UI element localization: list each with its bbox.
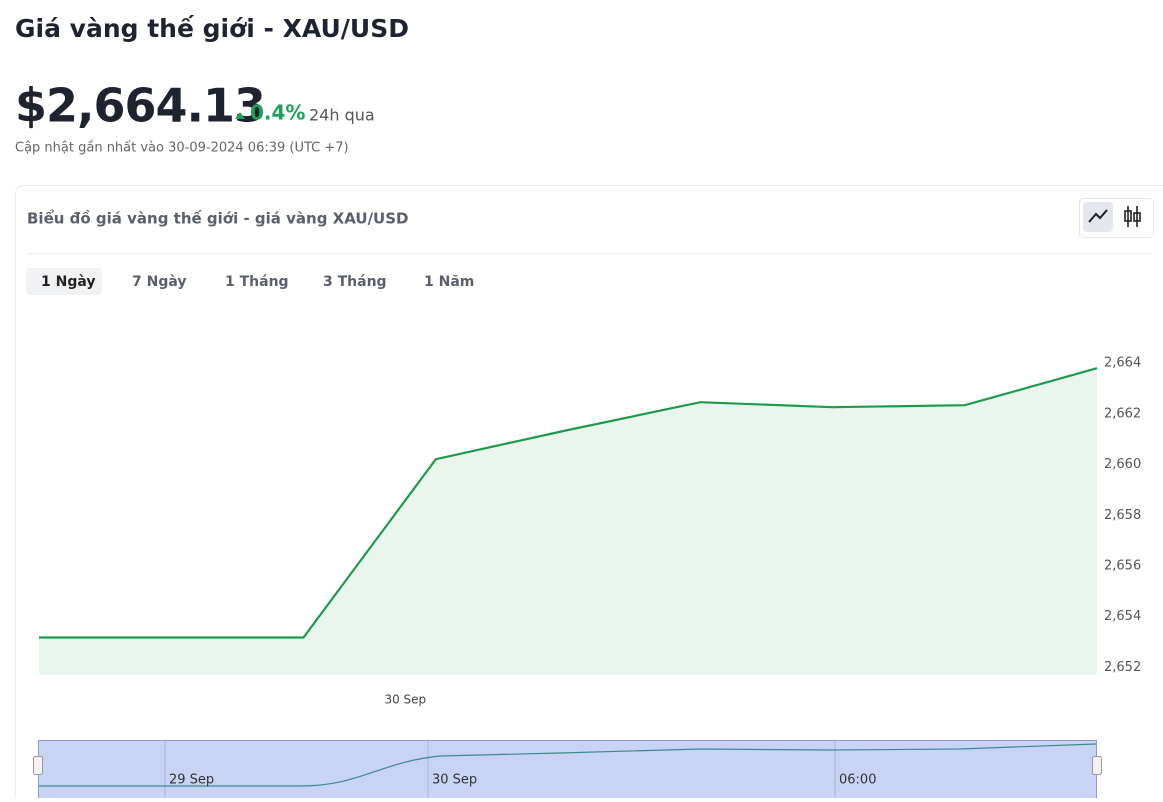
y-tick-label: 2,658 <box>1104 508 1141 523</box>
tab[interactable]: 3 Tháng <box>323 274 387 290</box>
tab[interactable]: 1 Năm <box>424 274 474 290</box>
tab[interactable]: 1 Tháng <box>225 274 289 290</box>
y-tick-label: 2,660 <box>1104 457 1141 472</box>
price: $2,664.13 <box>15 79 265 133</box>
navigator-handle[interactable] <box>1093 757 1102 775</box>
card-title: Biểu đồ giá vàng thế giới - giá vàng XAU… <box>27 209 408 228</box>
y-tick-label: 2,664 <box>1104 356 1141 371</box>
y-tick-label: 2,656 <box>1104 558 1141 573</box>
navigator-handle[interactable] <box>34 757 43 775</box>
tab[interactable]: 1 Ngày <box>41 274 96 290</box>
navigator-label: 29 Sep <box>169 773 214 788</box>
change-period: 24h qua <box>309 106 375 125</box>
navigator-label: 06:00 <box>839 773 876 788</box>
y-tick-label: 2,662 <box>1104 406 1141 421</box>
tab[interactable]: 7 Ngày <box>132 274 187 290</box>
y-tick-label: 2,652 <box>1104 660 1141 675</box>
navigator-label: 30 Sep <box>432 773 477 788</box>
change: 0.4% <box>250 101 305 125</box>
updated: Cập nhật gần nhất vào 30-09-2024 06:39 (… <box>15 141 349 156</box>
page-title: Giá vàng thế giới - XAU/USD <box>15 14 409 43</box>
y-tick-label: 2,654 <box>1104 609 1141 624</box>
x-tick-label: 30 Sep <box>384 693 426 707</box>
